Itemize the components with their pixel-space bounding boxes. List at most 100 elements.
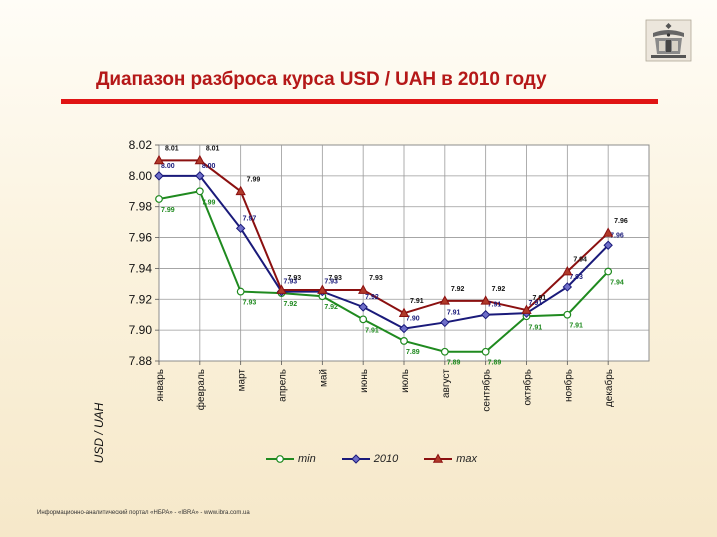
x-tick-label: сентябрь	[481, 369, 493, 412]
data-label-max: 7.93	[369, 275, 383, 282]
legend-swatch-min	[266, 455, 294, 463]
data-label-max: 7.93	[328, 275, 342, 282]
data-point-max	[194, 154, 205, 165]
x-tick-label: август	[441, 369, 452, 398]
data-point-avg	[480, 310, 491, 320]
data-point-avg	[440, 317, 450, 328]
data-label-avg: 7.91	[529, 300, 543, 307]
x-tick-label: апрель	[278, 369, 289, 402]
data-label-max: 7.94	[573, 257, 587, 264]
data-point-max	[562, 265, 573, 276]
x-tick-label: декабрь	[603, 369, 615, 407]
data-point-max	[480, 295, 491, 305]
data-label-avg: 7.91	[488, 302, 502, 309]
data-point-min	[359, 315, 368, 324]
legend-item-max: max	[424, 453, 477, 465]
series-line-avg	[159, 174, 609, 330]
data-point-min	[481, 347, 490, 356]
data-label-min: 7.91	[365, 327, 379, 334]
data-point-max	[235, 185, 246, 196]
data-label-max: 7.93	[288, 275, 302, 282]
data-label-min: 7.93	[243, 300, 257, 307]
x-tick-label: июль	[400, 369, 411, 393]
data-label-avg: 7.93	[569, 274, 583, 281]
y-tick-label: 7.96	[129, 231, 153, 245]
legend-swatch-max	[424, 453, 453, 463]
data-label-min: 7.89	[406, 349, 420, 356]
data-label-min: 7.89	[488, 360, 502, 367]
y-tick-label: 8.02	[129, 138, 153, 152]
data-point-avg	[399, 323, 409, 334]
legend-label-min: min	[298, 453, 316, 465]
data-point-min	[236, 287, 245, 296]
data-point-min	[400, 337, 408, 345]
data-label-avg: 7.96	[610, 232, 624, 239]
y-tick-label: 7.98	[129, 200, 153, 214]
data-label-avg: 7.97	[243, 215, 257, 222]
legend-swatch-avg	[341, 454, 370, 464]
x-tick-label: март	[237, 369, 248, 392]
chart-legend: min 2010 max	[266, 451, 503, 467]
data-point-min	[604, 267, 613, 276]
data-label-min: 7.92	[284, 301, 298, 308]
data-point-min	[563, 310, 572, 319]
data-label-avg: 8.00	[202, 163, 216, 170]
data-label-min: 7.94	[610, 280, 624, 287]
data-label-avg: 7.90	[406, 316, 420, 323]
data-label-min: 7.99	[161, 207, 175, 214]
legend-label-avg: 2010	[373, 453, 399, 465]
x-tick-label: июнь	[359, 369, 370, 393]
data-label-min: 7.99	[202, 199, 216, 206]
legend-item-avg: 2010	[341, 453, 399, 465]
data-point-avg	[154, 171, 164, 181]
data-point-avg	[195, 171, 205, 181]
series-line-min	[158, 190, 609, 353]
data-label-max: 7.92	[451, 286, 465, 293]
data-point-max	[317, 284, 328, 294]
data-point-max	[521, 304, 532, 314]
x-tick-label: октябрь	[522, 369, 534, 406]
y-tick-label: 7.94	[129, 261, 153, 275]
series-line-max	[159, 159, 609, 315]
x-tick-label: январь	[155, 369, 166, 401]
x-tick-label: ноябрь	[562, 369, 574, 402]
data-point-max	[153, 154, 165, 165]
legend-item-min: min	[266, 453, 316, 465]
data-point-max	[398, 307, 410, 317]
data-label-max: 7.91	[410, 298, 424, 305]
data-label-min: 7.92	[324, 304, 338, 311]
y-axis-label: USD / UAH	[92, 402, 106, 463]
ibra-emblem-icon	[645, 19, 692, 62]
data-label-avg: 7.92	[365, 294, 379, 301]
legend-label-max: max	[456, 453, 477, 465]
data-point-avg	[562, 282, 573, 292]
data-label-avg: 7.91	[447, 309, 461, 316]
data-label-avg: 8.00	[161, 163, 175, 170]
data-point-max	[276, 284, 287, 294]
data-point-avg	[358, 302, 368, 312]
footer-source: Информационно-аналитический портал «НБРА…	[37, 510, 250, 516]
chart-title: Диапазон разброса курса USD / UAH в 2010…	[96, 69, 547, 90]
title-underline	[61, 99, 658, 104]
data-point-min	[440, 347, 449, 356]
data-label-max: 7.99	[247, 176, 261, 183]
data-point-max	[603, 227, 614, 237]
data-point-min	[195, 187, 204, 196]
x-tick-label: февраль	[195, 369, 207, 410]
y-tick-label: 8.00	[129, 169, 153, 183]
y-tick-label: 7.92	[129, 292, 153, 306]
y-tick-label: 7.90	[129, 323, 153, 337]
data-label-max: 7.92	[492, 286, 506, 293]
data-label-min: 7.91	[569, 323, 583, 330]
data-label-max: 8.01	[206, 145, 220, 152]
y-tick-label: 7.88	[129, 354, 153, 368]
data-point-max	[358, 284, 369, 294]
x-tick-label: май	[318, 369, 329, 387]
data-label-min: 7.91	[529, 324, 543, 331]
data-label-max: 8.01	[165, 145, 179, 152]
data-label-avg: 7.93	[324, 279, 338, 286]
data-point-avg	[235, 223, 246, 234]
data-label-avg: 7.93	[284, 279, 298, 286]
